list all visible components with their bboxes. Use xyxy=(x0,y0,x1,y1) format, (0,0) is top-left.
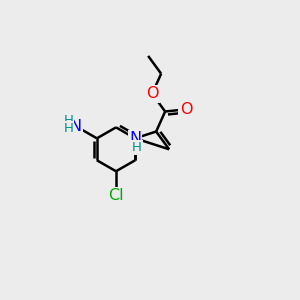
Text: O: O xyxy=(180,102,192,117)
Text: H: H xyxy=(132,141,142,154)
Text: N: N xyxy=(129,131,141,146)
Text: N: N xyxy=(70,119,82,134)
Text: H: H xyxy=(64,114,73,127)
Text: H: H xyxy=(64,122,73,135)
Text: O: O xyxy=(146,86,158,101)
Text: Cl: Cl xyxy=(108,188,124,203)
